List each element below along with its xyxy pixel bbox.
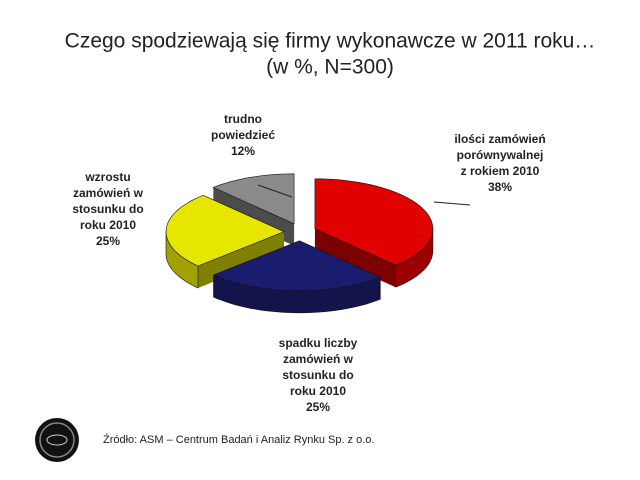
- slice-label: zamówień w: [283, 352, 354, 366]
- slice-label: roku 2010: [290, 384, 346, 398]
- slice: [314, 178, 434, 288]
- slice-label: wzrostu: [84, 170, 130, 184]
- slice-top: [212, 240, 382, 292]
- value-label: 12%: [231, 144, 255, 158]
- slice-label: roku 2010: [80, 218, 136, 232]
- leader-line: [257, 184, 293, 198]
- slice-label: stosunku do: [282, 368, 353, 382]
- slice-top: [314, 178, 434, 266]
- slice-label: porównywalnej: [457, 148, 544, 162]
- value-label: 25%: [306, 400, 330, 414]
- chart-title: Czego spodziewają się firmy wykonawcze w…: [65, 30, 596, 53]
- source-note: Źródło: ASM – Centrum Badań i Analiz Ryn…: [103, 433, 374, 446]
- value-label: 38%: [488, 180, 512, 194]
- slice: [212, 240, 382, 314]
- slice-top: [165, 194, 285, 267]
- logo: [35, 418, 79, 462]
- slice-cut-face: [314, 228, 396, 288]
- slice-label: z rokiem 2010: [461, 164, 540, 178]
- slice-label: spadku liczby: [279, 336, 358, 350]
- value-label: 25%: [96, 234, 120, 248]
- slice-label: powiedzieć: [211, 128, 275, 142]
- slice-top: [212, 173, 295, 225]
- slice-label: stosunku do: [72, 202, 143, 216]
- chart-subtitle: (w %, N=300): [266, 56, 394, 79]
- leader-line: [433, 201, 471, 206]
- slice-label: ilości zamówień: [454, 132, 545, 146]
- slice-label: zamówień w: [73, 186, 144, 200]
- slice-label: trudno: [224, 112, 262, 126]
